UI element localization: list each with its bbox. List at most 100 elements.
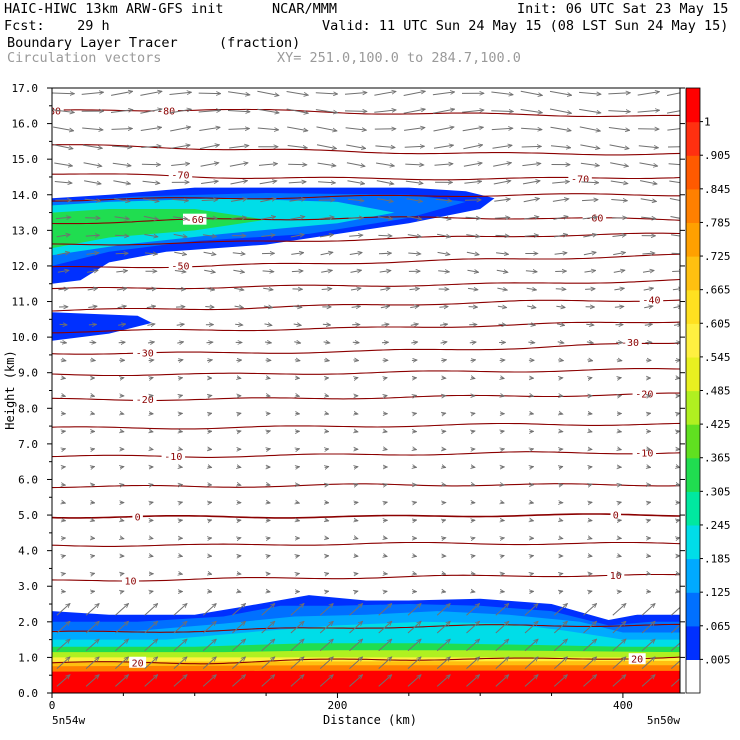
circulation-vector <box>120 538 124 539</box>
circulation-vector <box>112 162 131 166</box>
circulation-vector <box>174 252 186 254</box>
isotherm-label: -10 <box>164 452 182 463</box>
circulation-vector <box>497 288 507 290</box>
circulation-vector <box>120 413 124 414</box>
circulation-vector <box>261 639 275 652</box>
circulation-vector <box>405 164 424 165</box>
circulation-vector <box>437 233 450 237</box>
circulation-vector <box>500 431 504 432</box>
circulation-vector <box>325 591 329 592</box>
isotherm-label-bg <box>161 450 186 462</box>
circulation-vector <box>526 288 537 290</box>
isotherm-line-3 <box>52 541 680 547</box>
circulation-vector <box>676 573 680 574</box>
circulation-vector <box>500 378 504 379</box>
circulation-vector <box>208 413 212 414</box>
circulation-vector <box>354 413 358 414</box>
circulation-vector <box>586 342 593 343</box>
circulation-vector <box>466 657 480 669</box>
circulation-vector <box>407 604 421 616</box>
circulation-vector <box>56 639 70 652</box>
circulation-vector <box>442 467 446 468</box>
circulation-vector <box>85 657 99 669</box>
circulation-vector <box>559 520 563 521</box>
isotherm-line-9 <box>52 367 680 377</box>
circulation-vector <box>84 180 101 184</box>
circulation-vector <box>559 484 563 485</box>
circulation-vector <box>296 502 300 503</box>
isotherm-label: -70 <box>171 171 189 182</box>
circulation-vector <box>175 307 185 308</box>
vector-field-name: Circulation vectors <box>7 50 162 66</box>
circulation-vector <box>439 324 448 325</box>
circulation-vector <box>588 502 592 503</box>
circulation-vector <box>436 639 450 652</box>
circulation-vector <box>403 91 426 96</box>
circulation-vector <box>179 556 183 557</box>
circulation-vector <box>198 93 221 94</box>
isotherm-line-14 <box>52 253 680 269</box>
isotherm-line-11 <box>52 321 680 334</box>
circulation-vector <box>588 538 592 539</box>
circulation-vector <box>179 449 183 450</box>
colorbar-label: .845 <box>704 183 731 196</box>
circulation-vector <box>82 128 103 130</box>
circulation-vector <box>497 306 507 307</box>
circulation-vector <box>120 467 124 468</box>
circulation-vector <box>528 342 534 343</box>
circulation-vector <box>201 200 218 201</box>
circulation-vector <box>325 396 329 397</box>
circulation-vector <box>617 431 621 432</box>
circulation-vector <box>208 591 212 592</box>
colorbar-label: .125 <box>704 586 731 599</box>
circulation-vector <box>383 431 387 432</box>
header-init-time: Init: 06 UTC Sat 23 May 15 <box>517 1 729 17</box>
circulation-vector <box>436 216 451 220</box>
circulation-vector <box>442 485 446 486</box>
circulation-vector <box>172 199 188 200</box>
circulation-vector <box>82 144 103 148</box>
colorbar-label: .065 <box>704 620 731 633</box>
circulation-vector <box>493 181 511 185</box>
colorbar-swatch <box>686 256 700 291</box>
circulation-vector <box>232 675 245 687</box>
circulation-vector <box>495 604 509 616</box>
circulation-vector <box>264 324 273 326</box>
circulation-vector <box>149 556 153 557</box>
circulation-vector <box>637 110 660 112</box>
y-tick-label: 5.0 <box>18 509 38 522</box>
header-organization: NCAR/MMM <box>272 1 338 17</box>
circulation-vector <box>325 467 329 468</box>
circulation-vector <box>199 127 220 131</box>
colorbar-label: .485 <box>704 385 731 398</box>
circulation-vector <box>588 556 592 557</box>
tracer-fill-boundary-layer-9 <box>52 670 680 693</box>
circulation-vector <box>350 270 362 272</box>
circulation-vector <box>60 342 66 343</box>
circulation-vector <box>144 621 158 634</box>
circulation-vector <box>91 591 95 592</box>
circulation-vector <box>354 484 358 485</box>
isotherm-label: 0 <box>135 512 141 523</box>
circulation-vector <box>345 127 367 130</box>
circulation-vector <box>462 110 484 112</box>
circulation-vector <box>61 485 65 486</box>
circulation-vector <box>579 92 601 94</box>
circulation-vector <box>227 111 250 112</box>
x-tick-label: 0 <box>49 699 56 712</box>
circulation-vector <box>87 270 98 272</box>
circulation-vector <box>471 538 475 539</box>
circulation-vector <box>173 657 187 669</box>
circulation-vector <box>56 675 70 687</box>
isotherm-label: -10 <box>635 448 653 459</box>
circulation-vector <box>407 216 422 220</box>
vector-layer <box>52 91 680 687</box>
isotherm-line-1 <box>52 623 680 633</box>
circulation-vector <box>467 288 478 289</box>
circulation-vector <box>500 449 504 450</box>
circulation-vector <box>462 127 484 132</box>
circulation-vector <box>556 306 565 307</box>
circulation-vector <box>617 449 621 450</box>
circulation-vector <box>672 288 680 289</box>
circulation-vector <box>647 467 651 468</box>
